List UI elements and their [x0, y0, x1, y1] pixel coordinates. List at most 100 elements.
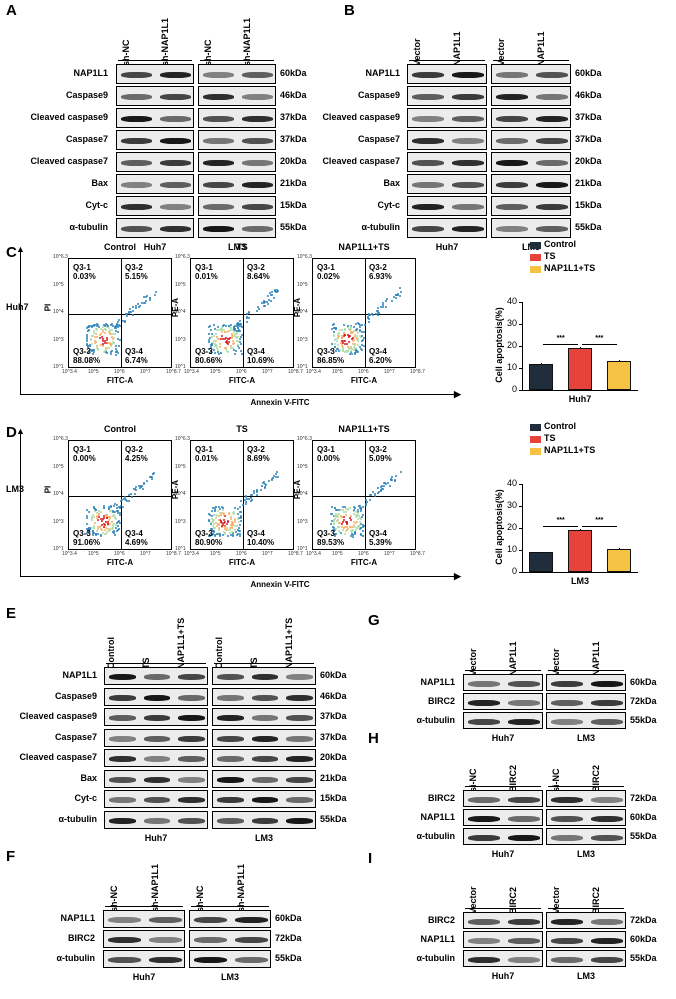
scatter-dot	[250, 494, 253, 497]
scatter-dot	[248, 311, 251, 314]
scatter-dot	[213, 510, 216, 512]
blot-band	[149, 937, 182, 943]
row-label: BIRC2	[427, 792, 455, 803]
scatter-dot	[88, 326, 91, 328]
scatter-dot	[352, 343, 354, 346]
scatter-dot	[331, 513, 334, 516]
scatter-dot	[247, 317, 250, 319]
scatter-dot	[211, 525, 214, 528]
scatter-dot	[237, 530, 240, 533]
column-label: Control	[214, 637, 225, 669]
column-label: Vector	[496, 38, 506, 66]
scatter-dot	[218, 532, 221, 535]
blot-strip	[463, 693, 543, 710]
scatter-dot	[217, 522, 220, 525]
blot-band	[496, 226, 528, 232]
blot-band	[121, 226, 152, 232]
scatter-dot	[344, 511, 347, 514]
scatter-dot	[381, 301, 384, 304]
cell-line-label: Huh7	[435, 242, 459, 252]
blot-band	[551, 834, 583, 841]
scatter-dot	[229, 345, 232, 347]
blot-band	[109, 715, 136, 721]
row-label: NAP1L1	[420, 933, 455, 944]
scatter-dot	[108, 519, 110, 522]
scatter-dot	[237, 322, 240, 325]
blot-band	[143, 756, 171, 762]
blot-band	[121, 94, 152, 100]
scatter-dot	[333, 339, 336, 342]
scatter-dot	[116, 325, 119, 328]
scatter-dot	[335, 515, 338, 518]
blot-strip	[189, 910, 271, 928]
row-label: Cleaved caspase9	[30, 112, 108, 122]
blot-band	[121, 160, 152, 166]
scatter-dot	[122, 505, 125, 508]
kda-label: 60kDa	[280, 68, 307, 78]
scatter-dot	[396, 293, 399, 296]
scatter-dot	[138, 487, 141, 489]
y-tick-label: 10^5	[53, 281, 64, 288]
scatter-dot	[354, 329, 357, 332]
blot-band	[217, 674, 244, 680]
scatter-dot	[102, 506, 105, 509]
scatter-dot	[237, 518, 240, 521]
scatter-dot	[98, 336, 101, 339]
scatter-dot	[110, 350, 113, 353]
scatter-dot	[216, 344, 219, 347]
scatter-dot	[105, 351, 108, 354]
x-axis-label: FITC-A	[106, 558, 134, 567]
scatter-dot	[118, 513, 121, 516]
scatter-dot	[86, 339, 89, 342]
scatter-dot	[271, 293, 274, 296]
scatter-dot	[331, 342, 334, 345]
scatter-dot	[138, 484, 141, 487]
scatter-dot	[115, 353, 118, 356]
scatter-dot	[220, 519, 223, 522]
blot-band	[235, 937, 268, 943]
scatter-dot	[145, 479, 148, 482]
blot-strip	[546, 790, 626, 807]
blot-strip	[212, 708, 316, 726]
scatter-dot	[226, 522, 229, 525]
scatter-dot	[113, 533, 116, 536]
column-label: Vector	[551, 886, 561, 914]
scatter-dot	[118, 522, 121, 524]
scatter-dot	[96, 335, 99, 338]
y-tick-label: 10^6.3	[175, 254, 190, 260]
scatter-dot	[220, 338, 222, 340]
scatter-dot	[365, 499, 368, 501]
scatter-dot	[245, 495, 248, 498]
scatter-dot	[86, 531, 89, 534]
scatter-plot: Q3-1 0.03% Q3-2 5.15% Q3-3 88.08% Q3-4 6.74%	[68, 258, 172, 368]
scatter-dot	[354, 526, 356, 529]
blot-band	[160, 204, 191, 210]
scatter-dot	[213, 535, 216, 538]
scatter-dot	[237, 508, 239, 510]
panel-letter-a: A	[6, 2, 17, 19]
scatter-dot	[234, 517, 237, 520]
scatter-dot	[352, 348, 355, 351]
scatter-dot	[239, 517, 242, 520]
scatter-dot	[142, 481, 145, 484]
scatter-dot	[107, 530, 110, 533]
scatter-dot	[115, 344, 117, 347]
scatter-dot	[97, 512, 100, 515]
scatter-dot	[352, 338, 355, 341]
row-label: α-tubulin	[416, 952, 455, 963]
row-label: BIRC2	[427, 914, 455, 925]
plot-title: Control	[104, 424, 136, 434]
blot-strip	[116, 64, 194, 84]
x-tick-label: 10^7	[262, 551, 273, 557]
scatter-dot	[92, 505, 95, 508]
quadrant-q2-label: Q3-2	[247, 445, 265, 454]
scatter-dot	[352, 330, 355, 333]
y-tick-label: 30	[506, 318, 517, 328]
panel-letter-i: I	[368, 850, 373, 867]
scatter-dot	[357, 350, 360, 353]
blot-strip	[116, 130, 194, 150]
scatter-dot	[215, 522, 218, 525]
blot-band	[496, 182, 528, 188]
scatter-dot	[331, 323, 334, 326]
scatter-dot	[343, 334, 346, 337]
